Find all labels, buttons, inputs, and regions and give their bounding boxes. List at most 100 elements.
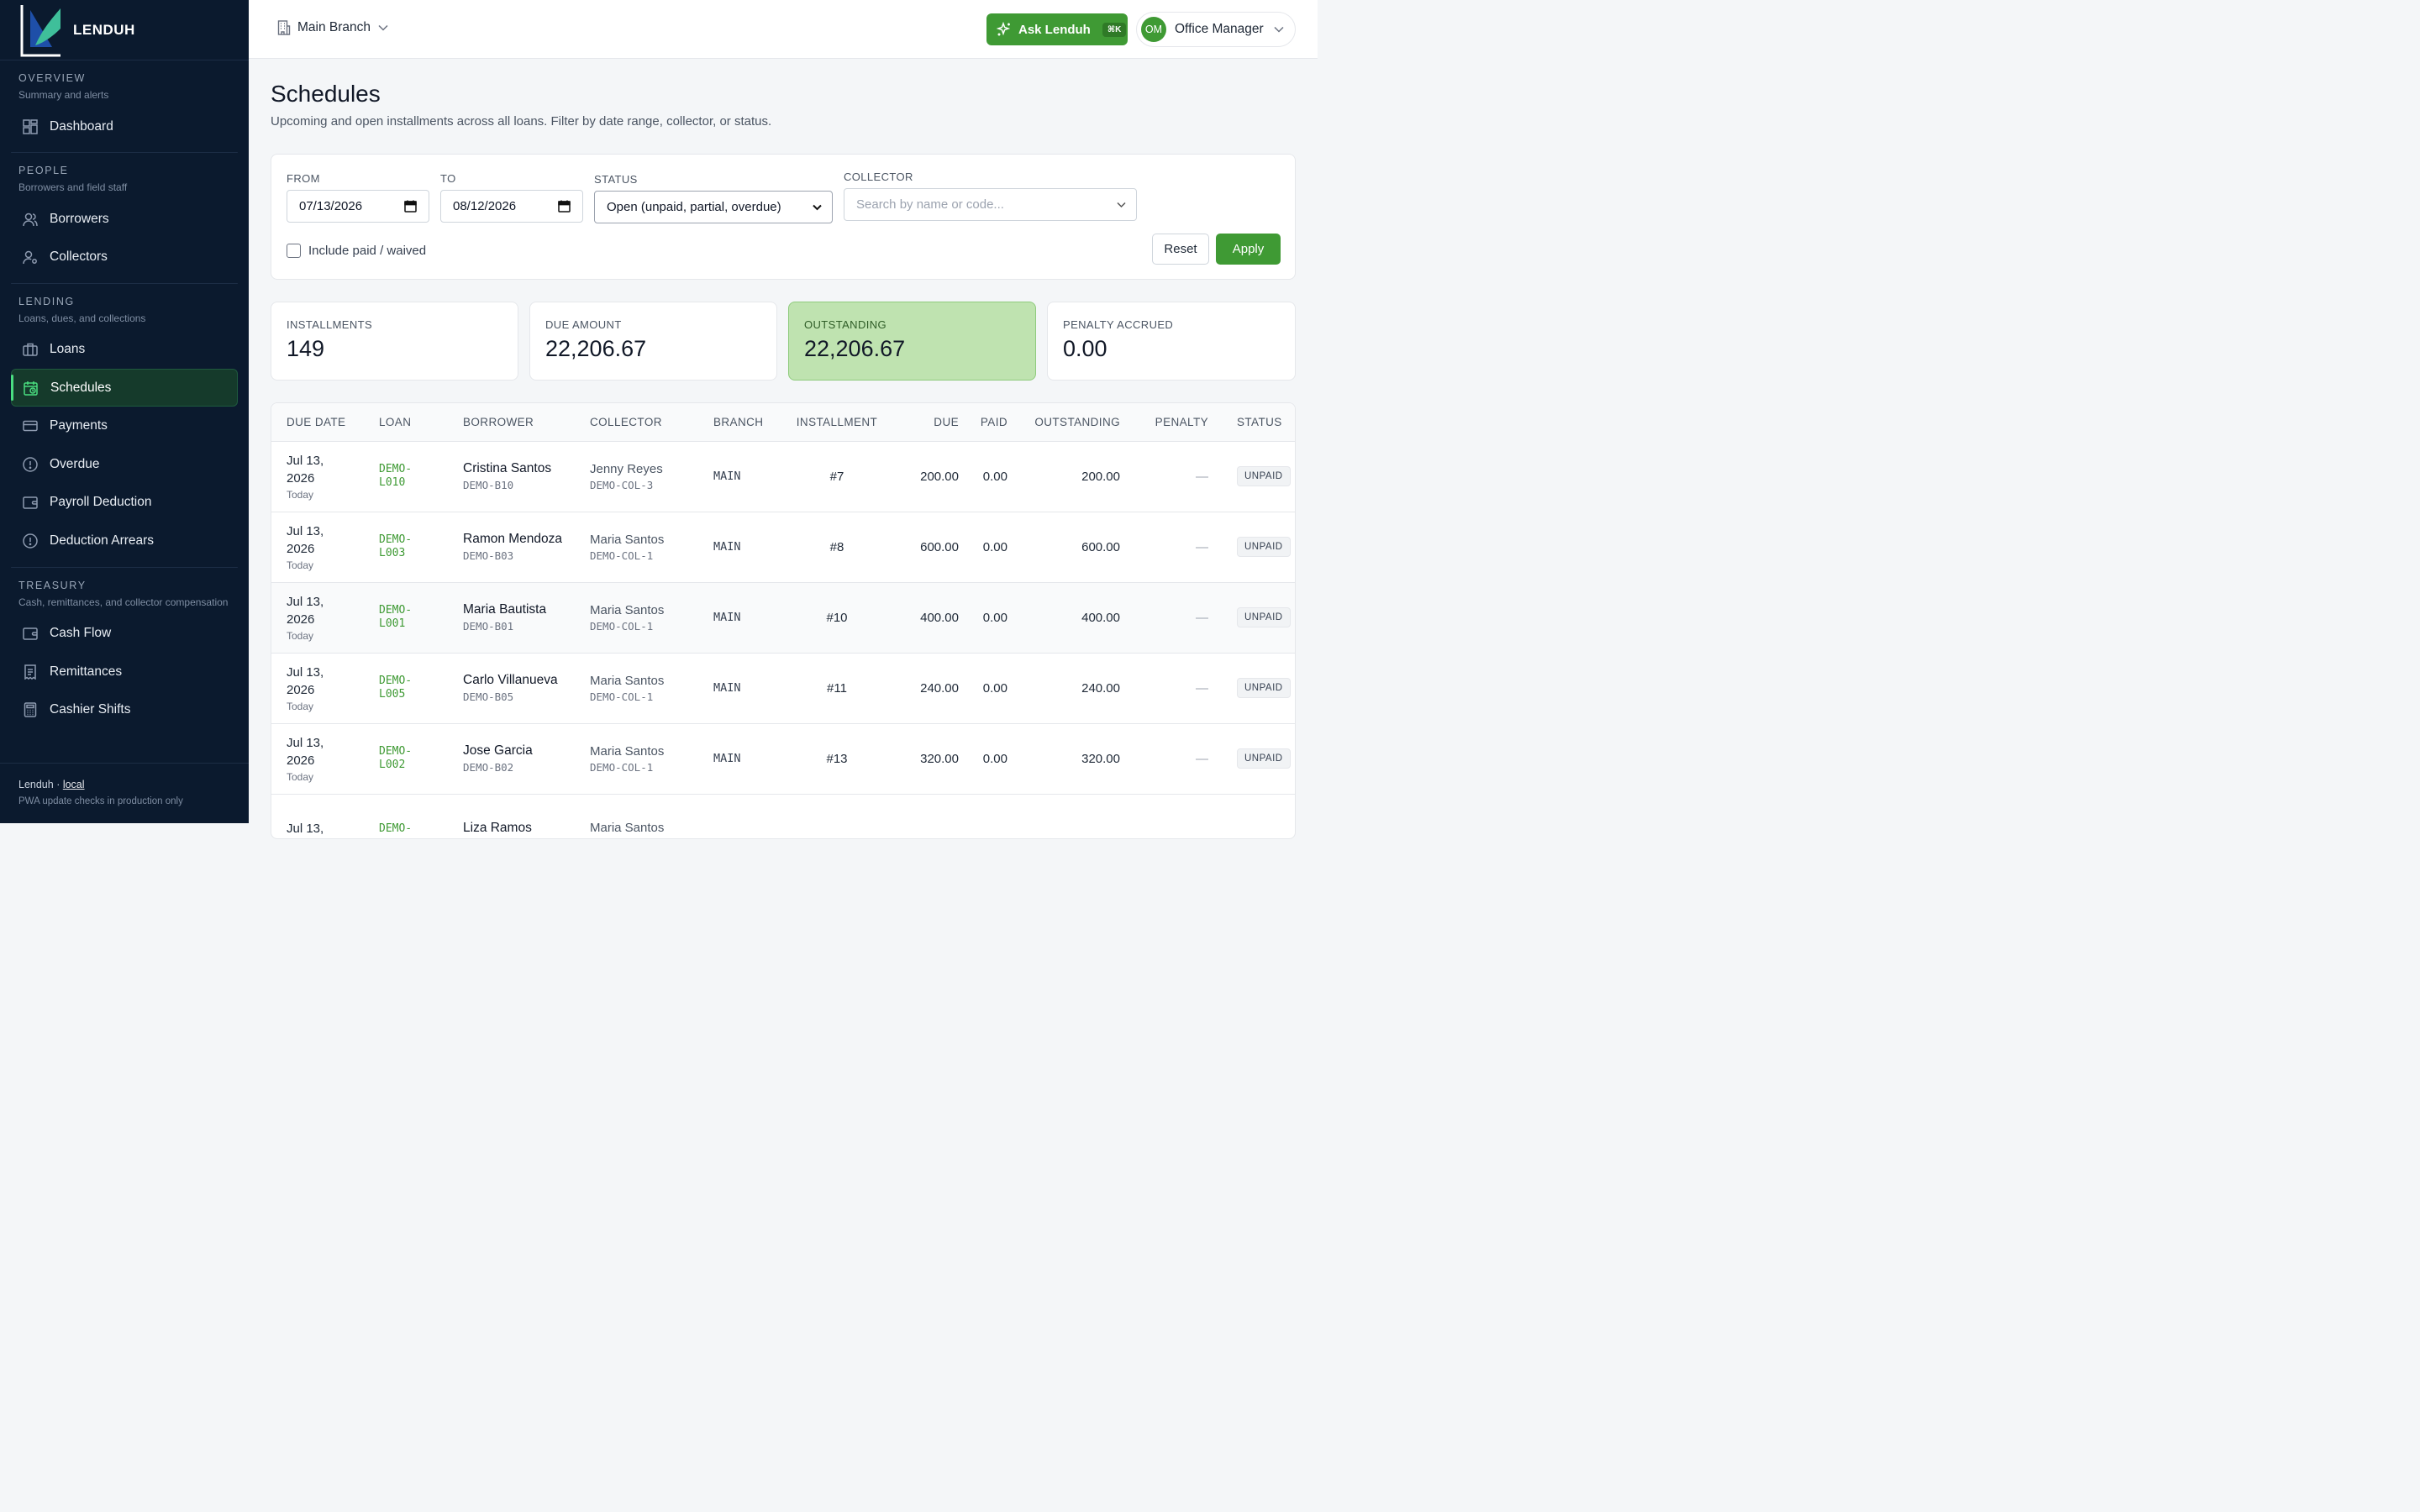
loan-link[interactable]: DEMO- L003 [379,533,463,560]
outstanding-cell: 240.00 [1018,653,1120,724]
sidebar-item-dashboard[interactable]: Dashboard [11,108,238,145]
borrower-cell[interactable]: Ramon Mendoza DEMO-B03 [463,512,590,583]
table-row[interactable]: Jul 13, 2026 Today DEMO- L002 Jose Garcia DEMO… [271,723,1295,795]
col-paid[interactable]: PAID [959,403,1018,442]
sidebar-item-label: Schedules [50,380,112,395]
ask-lenduh-button[interactable]: Ask Lenduh ⌘K [986,13,1128,45]
branch-cell: MAIN [713,512,791,583]
paid-cell: 0.00 [959,441,1018,512]
to-date-value: 08/12/2026 [453,199,517,213]
paid-cell: 0.00 [959,582,1018,654]
collector-search-input[interactable]: Search by name or code... [844,188,1137,221]
sidebar-item-schedules[interactable]: Schedules [11,369,238,407]
loan-cell[interactable]: DEMO- [379,794,463,838]
section-title: PEOPLE [18,165,69,176]
borrower-code: DEMO-B03 [463,549,514,562]
sidebar-item-borrowers[interactable]: Borrowers [11,200,238,238]
col-outstanding[interactable]: OUTSTANDING [1018,403,1120,442]
sidebar-item-loans[interactable]: Loans [11,331,238,369]
col-due[interactable]: DUE [883,403,959,442]
borrower-code: DEMO-B02 [463,761,514,774]
outstanding-cell [1018,794,1120,838]
sidebar-item-cashier-shifts[interactable]: Cashier Shifts [11,691,238,729]
col-installment[interactable]: INSTALLMENT [791,403,883,442]
collector-name: Maria Santos [590,743,665,759]
sidebar-item-deduction-arrears[interactable]: Deduction Arrears [11,522,238,560]
table-row[interactable]: Jul 13, 2026 Today DEMO- L010 Cristina Santos… [271,441,1295,512]
divider [11,152,238,153]
col-borrower[interactable]: BORROWER [463,403,590,442]
borrower-name[interactable]: Jose Garcia [463,743,533,758]
borrower-name[interactable]: Maria Bautista [463,602,547,617]
collector-cell: Maria Santos DEMO-COL-1 [590,582,713,654]
borrower-cell[interactable]: Cristina Santos DEMO-B10 [463,441,590,512]
due-date-year: 2026 [287,542,315,556]
borrower-cell[interactable]: Carlo Villanueva DEMO-B05 [463,653,590,724]
chevron-down-icon [813,204,822,211]
col-collector[interactable]: COLLECTOR [590,403,713,442]
col-branch[interactable]: BRANCH [713,403,791,442]
borrower-name[interactable]: Carlo Villanueva [463,673,558,687]
due-date-note: Today [287,489,314,501]
from-date-input[interactable]: 07/13/2026 [287,190,429,223]
borrower-name[interactable]: Liza Ramos [463,820,532,835]
borrower-name[interactable]: Cristina Santos [463,461,552,475]
loan-cell[interactable]: DEMO- L001 [379,582,463,654]
borrower-cell[interactable]: Maria Bautista DEMO-B01 [463,582,590,654]
borrower-code: DEMO-B01 [463,620,514,633]
loan-link[interactable]: DEMO- L002 [379,745,463,772]
include-paid-checkbox[interactable] [287,244,301,258]
credit-card-icon [22,417,39,434]
user-cog-icon [22,249,39,265]
borrower-cell[interactable]: Jose Garcia DEMO-B02 [463,723,590,795]
stat-due-amount: DUE AMOUNT 22,206.67 [529,302,777,381]
loan-code-suffix: L005 [379,688,406,701]
branch-cell: MAIN [713,653,791,724]
user-menu[interactable]: OM Office Manager [1136,12,1296,47]
loan-link[interactable]: DEMO- L001 [379,604,463,631]
col-status[interactable]: STATUS [1208,403,1295,442]
borrower-name[interactable]: Ramon Mendoza [463,532,563,546]
loan-code-suffix: L010 [379,476,406,489]
paid-cell: 0.00 [959,512,1018,583]
loan-link[interactable]: DEMO- L010 [379,463,463,490]
to-date-input[interactable]: 08/12/2026 [440,190,583,223]
status-select[interactable]: Open (unpaid, partial, overdue) [594,191,833,223]
col-penalty[interactable]: PENALTY [1120,403,1208,442]
loan-cell[interactable]: DEMO- L003 [379,512,463,583]
due-date: Jul 13, 2026 [287,664,379,699]
sidebar-item-payroll-deduction[interactable]: Payroll Deduction [11,484,238,522]
sidebar-item-cash-flow[interactable]: Cash Flow [11,615,238,653]
loan-cell[interactable]: DEMO- L010 [379,441,463,512]
loan-cell[interactable]: DEMO- L002 [379,723,463,795]
brand[interactable]: LENDUH [0,0,249,60]
sidebar-item-collectors[interactable]: Collectors [11,239,238,276]
sidebar-item-payments[interactable]: Payments [11,407,238,445]
include-paid-toggle[interactable]: Include paid / waived [287,244,426,258]
reset-button[interactable]: Reset [1152,234,1209,265]
table-row[interactable]: Jul 13, 2026 Today DEMO- L001 Maria Bautista D… [271,582,1295,654]
branch-selector[interactable]: Main Branch [277,20,388,35]
footer-env-link[interactable]: local [62,779,85,790]
table-row[interactable]: Jul 13, 2026 Today DEMO- L003 Ramon Mendoza DE… [271,512,1295,583]
loan-code-suffix: L001 [379,617,406,630]
apply-button[interactable]: Apply [1216,234,1281,265]
table-row[interactable]: Jul 13, DEMO- Liza Ramos Maria Santos [271,794,1295,838]
due-date-line: Jul 13, [287,736,324,750]
status-badge: UNPAID [1237,748,1291,769]
borrower-cell[interactable]: Liza Ramos [463,794,590,838]
sidebar-item-remittances[interactable]: Remittances [11,653,238,690]
loan-link[interactable]: DEMO- L005 [379,675,463,701]
loan-code-prefix: DEMO- [379,675,413,687]
sidebar-item-overdue[interactable]: Overdue [11,445,238,483]
alert-circle-icon [22,456,39,473]
section-title: TREASURY [18,579,87,591]
col-loan[interactable]: LOAN [379,403,463,442]
loan-link[interactable]: DEMO- [379,822,463,836]
page-subtitle: Upcoming and open installments across al… [271,114,772,129]
due-date-cell: Jul 13, 2026 Today [271,512,379,583]
table-row[interactable]: Jul 13, 2026 Today DEMO- L005 Carlo Villanuev… [271,653,1295,724]
branch-label: Main Branch [297,20,371,34]
loan-cell[interactable]: DEMO- L005 [379,653,463,724]
col-due-date[interactable]: DUE DATE [271,403,379,442]
